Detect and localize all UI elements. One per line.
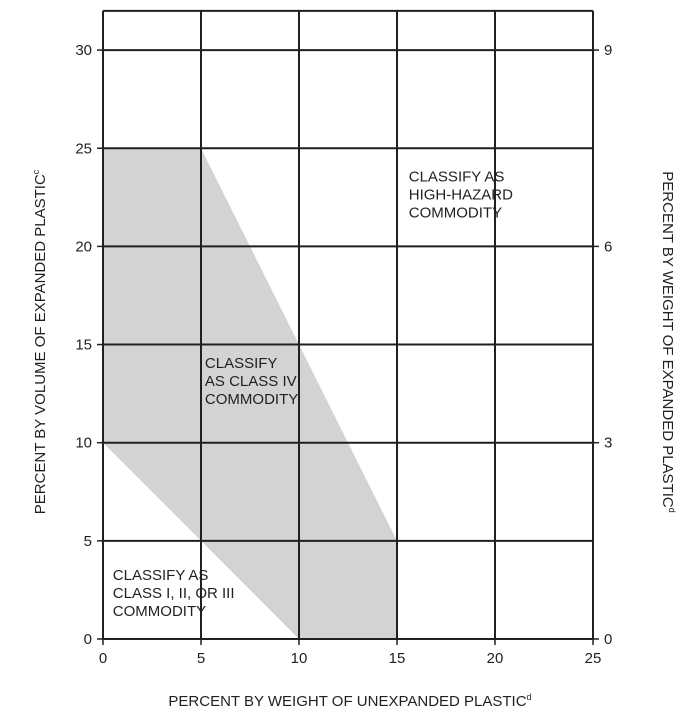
- class-iv-label: CLASSIFY AS CLASS IV COMMODITY: [205, 355, 298, 408]
- y2-tick-label-9: 9: [604, 42, 612, 59]
- x-axis-title: PERCENT BY WEIGHT OF UNEXPANDED PLASTICd: [168, 692, 531, 710]
- x-tick-label-15: 15: [389, 650, 406, 667]
- y-tick-label-30: 30: [75, 42, 92, 59]
- y2-axis-title-note: d: [667, 508, 677, 513]
- high-hazard-label-line: CLASSIFY AS: [409, 169, 505, 186]
- y-tick-label-5: 5: [84, 533, 92, 550]
- y-tick-label-0: 0: [84, 631, 92, 648]
- class-i-ii-iii-label-line: CLASSIFY AS: [113, 567, 209, 584]
- x-tick-label-20: 20: [487, 650, 504, 667]
- class-iv-label-line: AS CLASS IV: [205, 373, 297, 390]
- y-tick-label-25: 25: [75, 140, 92, 157]
- axis-titles: PERCENT BY WEIGHT OF UNEXPANDED PLASTICd…: [31, 169, 677, 710]
- high-hazard-label: CLASSIFY AS HIGH-HAZARD COMMODITY: [409, 169, 513, 222]
- x-axis-title-note: d: [527, 692, 532, 702]
- y2-axis-title: PERCENT BY WEIGHT OF EXPANDED PLASTICd: [659, 171, 677, 512]
- x-tick-label-5: 5: [197, 650, 205, 667]
- y2-tick-label-3: 3: [604, 435, 612, 452]
- class-iv-label-line: COMMODITY: [205, 391, 298, 408]
- y-axis-title-note: c: [31, 169, 41, 174]
- x-tick-label-0: 0: [99, 650, 107, 667]
- class-iv-label-line: CLASSIFY: [205, 355, 278, 372]
- grid: [97, 9, 599, 645]
- high-hazard-label-line: COMMODITY: [409, 205, 502, 222]
- y-tick-label-15: 15: [75, 337, 92, 354]
- high-hazard-label-line: HIGH-HAZARD: [409, 187, 513, 204]
- x-tick-label-10: 10: [291, 650, 308, 667]
- y2-tick-label-6: 6: [604, 238, 612, 255]
- class-iv-region: [103, 148, 397, 640]
- y-axis-title: PERCENT BY VOLUME OF EXPANDED PLASTICc: [31, 169, 49, 514]
- shaded-regions: [103, 148, 397, 640]
- y-tick-label-10: 10: [75, 435, 92, 452]
- y-tick-label-20: 20: [75, 238, 92, 255]
- y2-tick-label-0: 0: [604, 631, 612, 648]
- class-i-ii-iii-label: CLASSIFY AS CLASS I, II, OR III COMMODITY: [113, 567, 235, 620]
- class-i-ii-iii-label-line: COMMODITY: [113, 603, 206, 620]
- class-i-ii-iii-label-line: CLASS I, II, OR III: [113, 585, 235, 602]
- x-tick-label-25: 25: [585, 650, 602, 667]
